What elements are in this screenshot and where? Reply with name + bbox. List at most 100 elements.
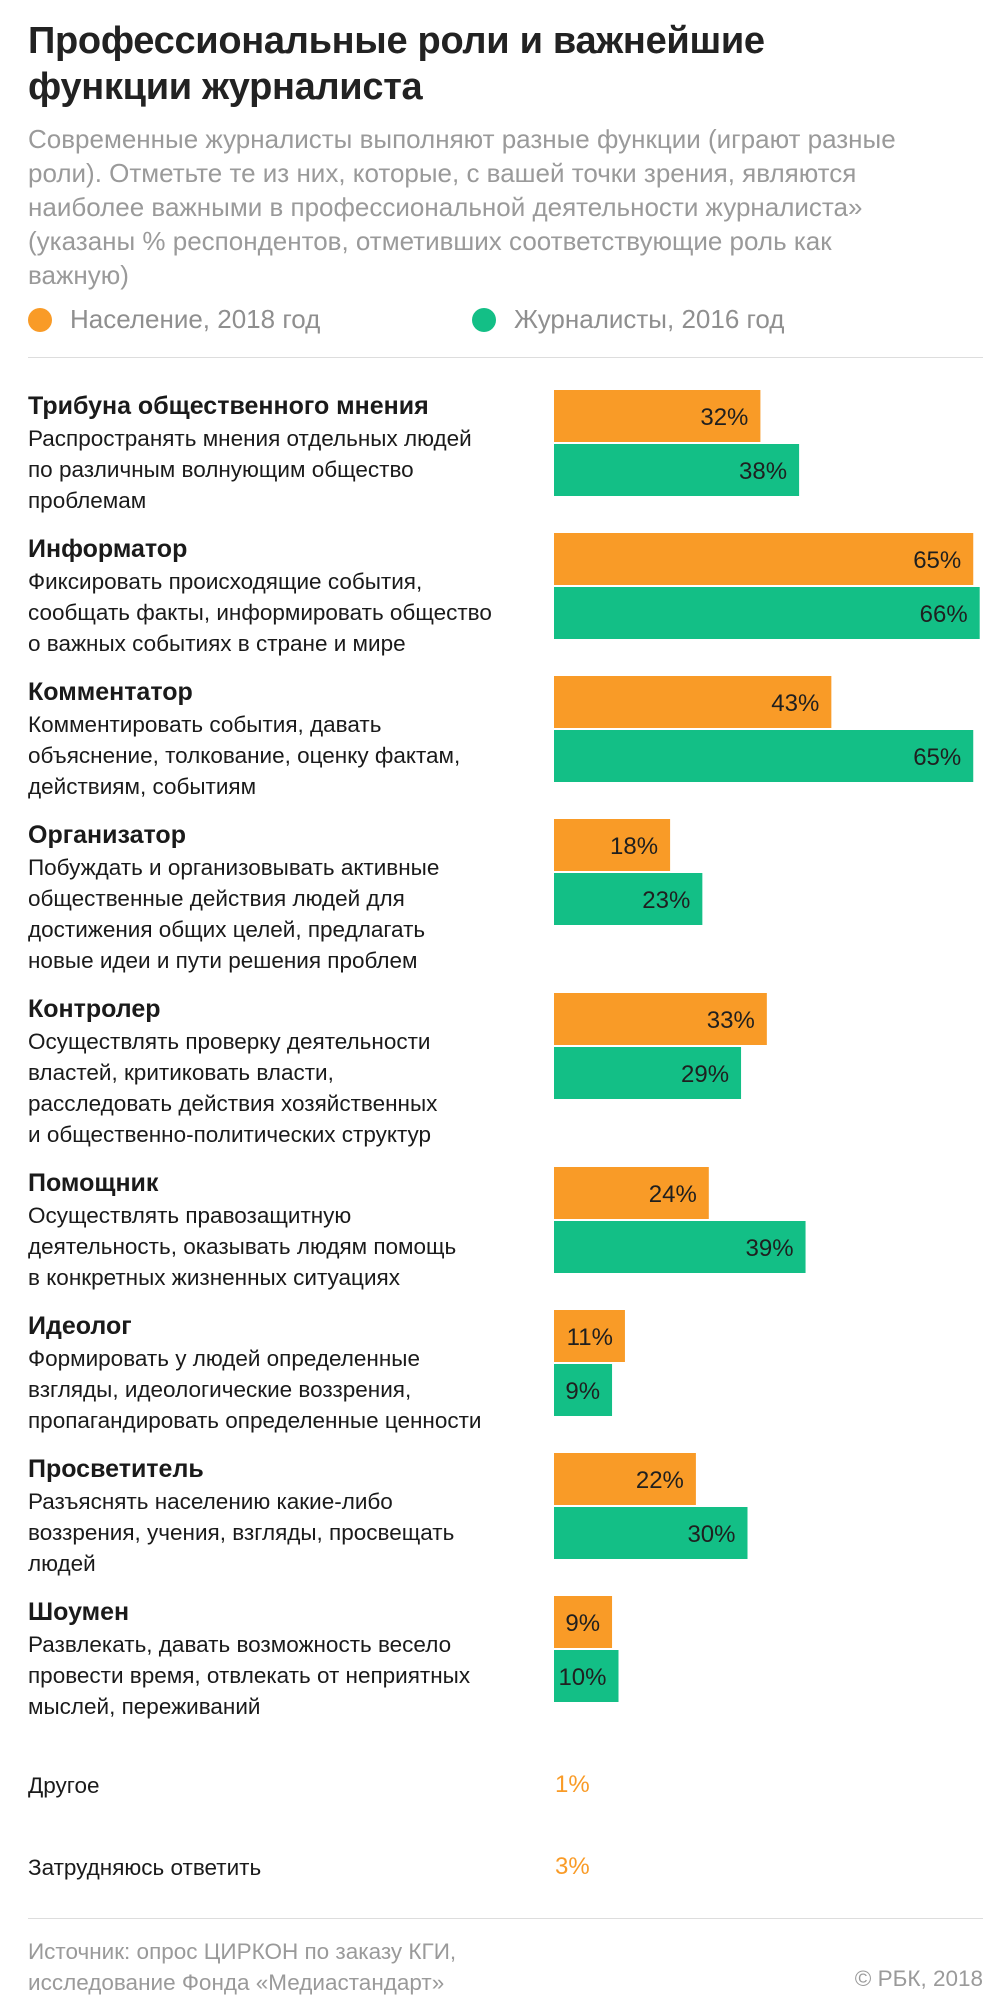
category-name: Комментатор <box>28 678 193 706</box>
bar-value-label: 18% <box>610 833 658 860</box>
category-description-line: Осуществлять проверку деятельности <box>28 1029 430 1054</box>
bar-value-label: 22% <box>636 1467 684 1494</box>
bar-value-label: 66% <box>920 601 968 628</box>
category-description-line: пропагандировать определенные ценности <box>28 1408 481 1433</box>
bar-population <box>554 390 761 442</box>
bar-journalists <box>554 587 980 639</box>
category-name: Помощник <box>28 1169 159 1197</box>
category-description-line: Формировать у людей определенные <box>28 1346 420 1371</box>
category-description-line: по различным волнующим общество <box>28 457 414 482</box>
copyright: © РБК, 2018 <box>854 1966 983 1991</box>
category-name: Организатор <box>28 821 186 849</box>
extra-value-label: 1% <box>555 1771 590 1798</box>
category-name: Шоумен <box>28 1598 129 1626</box>
category-description-line: Комментировать события, давать <box>28 712 381 737</box>
category-description-line: о важных событиях в стране и мире <box>28 631 406 656</box>
legend-dot-orange-icon <box>28 307 52 332</box>
bar-value-label: 43% <box>771 690 819 717</box>
bar-journalists <box>554 1221 806 1273</box>
subtitle-line: наиболее важными в профессиональной деят… <box>28 192 863 222</box>
category-description-line: Фиксировать происходящие события, <box>28 569 422 594</box>
bar-journalists <box>554 873 703 925</box>
bar-value-label: 9% <box>565 1378 600 1405</box>
bar-journalists <box>554 730 974 782</box>
bar-value-label: 24% <box>649 1181 697 1208</box>
category-description-line: Разъяснять населению какие-либо <box>28 1489 393 1514</box>
category-name: Трибуна общественного мнения <box>28 392 429 420</box>
bar-journalists <box>554 1650 619 1702</box>
subtitle-line: (указаны % респондентов, отметивших соот… <box>28 226 832 256</box>
category-description-line: деятельность, оказывать людям помощь <box>28 1234 456 1259</box>
category-description-line: общественные действия людей для <box>28 886 405 911</box>
extra-category-name: Затрудняюсь ответить <box>28 1855 261 1880</box>
bar-population <box>554 1453 696 1505</box>
category-name: Информатор <box>28 535 187 563</box>
bar-value-label: 10% <box>558 1664 606 1691</box>
bar-value-label: 65% <box>913 547 961 574</box>
bar-value-label: 39% <box>746 1235 794 1262</box>
subtitle-line: роли). Отметьте те из них, которые, с ва… <box>28 158 857 188</box>
category-description-line: новые идеи и пути решения проблем <box>28 948 417 973</box>
bar-value-label: 11% <box>567 1324 613 1351</box>
title-line: функции журналиста <box>28 66 423 108</box>
category-description-line: людей <box>28 1551 96 1576</box>
category-description-line: действиям, событиям <box>28 774 256 799</box>
bar-population <box>554 1310 625 1362</box>
bar-journalists <box>554 1047 742 1099</box>
bar-value-label: 30% <box>687 1521 735 1548</box>
subtitle-line: важную) <box>28 260 129 290</box>
category-name: Контролер <box>28 995 161 1023</box>
category-description-line: взгляды, идеологические воззрения, <box>28 1377 411 1402</box>
bar-value-label: 29% <box>681 1061 729 1088</box>
category-description-line: воззрения, учения, взгляды, просвещать <box>28 1520 454 1545</box>
category-description-line: расследовать действия хозяйственных <box>28 1091 438 1116</box>
legend-label: Население, 2018 год <box>70 304 321 334</box>
extra-category-name: Другое <box>28 1773 100 1798</box>
bar-value-label: 38% <box>739 458 787 485</box>
source-line: исследование Фонда «Медиастандарт» <box>28 1970 445 1995</box>
title-line: Профессиональные роли и важнейшие <box>28 20 765 62</box>
bar-population <box>554 1596 613 1648</box>
legend-label: Журналисты, 2016 год <box>514 304 785 334</box>
extra-value-label: 3% <box>555 1853 590 1880</box>
category-description-line: и общественно-политических структур <box>28 1122 431 1147</box>
category-description-line: Побуждать и организовывать активные <box>28 855 439 880</box>
divider-top <box>28 357 983 358</box>
category-description-line: властей, критиковать власти, <box>28 1060 334 1085</box>
bar-value-label: 65% <box>913 744 961 771</box>
bar-value-label: 33% <box>707 1007 755 1034</box>
bar-value-label: 9% <box>565 1610 600 1637</box>
bar-population <box>554 676 832 728</box>
bar-population <box>554 993 767 1045</box>
category-description-line: в конкретных жизненных ситуациях <box>28 1265 401 1290</box>
category-description-line: сообщать факты, информировать общество <box>28 600 492 625</box>
bar-journalists <box>554 1507 748 1559</box>
chart-title: Профессиональные роли и важнейшие функци… <box>28 18 988 110</box>
chart-subtitle: Современные журналисты выполняют разные … <box>28 122 988 292</box>
category-description-line: достижения общих целей, предлагать <box>28 917 425 942</box>
category-description-line: провести время, отвлекать от неприятных <box>28 1663 471 1688</box>
category-description-line: мыслей, переживаний <box>28 1694 260 1719</box>
legend-dot-green-icon <box>472 307 496 332</box>
legend-item-journalists: Журналисты, 2016 год <box>472 304 784 335</box>
legend: Население, 2018 год Журналисты, 2016 год <box>0 304 1005 344</box>
bar-value-label: 32% <box>700 404 748 431</box>
bar-journalists <box>554 444 800 496</box>
category-name: Просветитель <box>28 1455 204 1483</box>
subtitle-line: Современные журналисты выполняют разные … <box>28 124 896 154</box>
bar-population <box>554 1167 709 1219</box>
legend-item-population: Население, 2018 год <box>28 304 320 335</box>
source-line: Источник: опрос ЦИРКОН по заказу КГИ, <box>28 1939 457 1964</box>
divider-bottom <box>28 1918 983 1919</box>
category-description-line: Распространять мнения отдельных людей <box>28 426 472 451</box>
bar-journalists <box>554 1364 613 1416</box>
bar-population <box>554 819 671 871</box>
category-description-line: проблемам <box>28 488 146 513</box>
bar-value-label: 23% <box>642 887 690 914</box>
category-description-line: Осуществлять правозащитную <box>28 1203 351 1228</box>
category-description-line: Развлекать, давать возможность весело <box>28 1632 451 1657</box>
category-name: Идеолог <box>28 1312 132 1340</box>
source-note: Источник: опрос ЦИРКОН по заказу КГИ, ис… <box>28 1936 728 1998</box>
bar-population <box>554 533 974 585</box>
